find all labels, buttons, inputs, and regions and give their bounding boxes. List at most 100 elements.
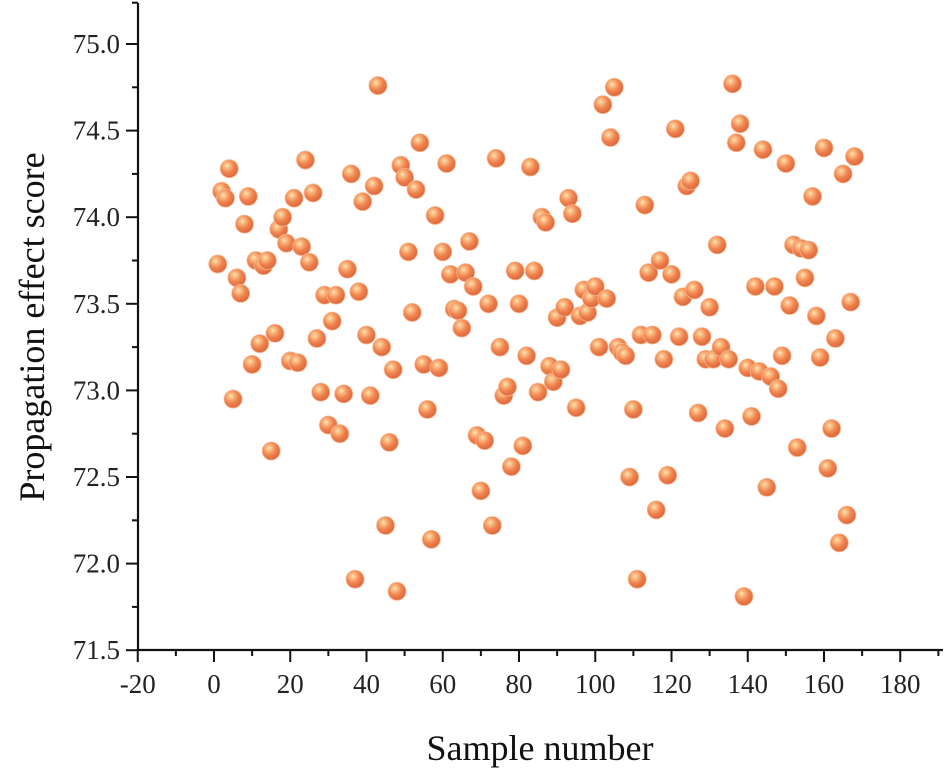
data-point xyxy=(406,180,426,199)
data-point xyxy=(486,148,506,168)
data-point xyxy=(654,349,674,369)
data-point xyxy=(665,119,685,139)
data-point xyxy=(562,204,582,224)
data-point xyxy=(719,349,739,369)
data-point xyxy=(814,138,834,158)
data-point xyxy=(715,419,735,438)
data-point xyxy=(658,465,678,485)
data-point xyxy=(806,306,826,326)
data-point xyxy=(593,95,613,115)
data-point xyxy=(669,327,689,347)
data-point xyxy=(372,337,392,357)
x-tick-label: 80 xyxy=(506,669,533,699)
data-point xyxy=(566,398,586,418)
data-point xyxy=(227,268,247,288)
data-point xyxy=(768,379,788,399)
y-tick-label: 73.5 xyxy=(73,289,120,319)
data-point xyxy=(555,297,575,317)
data-point xyxy=(219,159,239,179)
data-point xyxy=(341,164,361,184)
data-point xyxy=(826,329,845,348)
data-point xyxy=(585,277,605,296)
data-point xyxy=(551,360,571,380)
data-point xyxy=(650,251,670,270)
data-point xyxy=(208,254,228,274)
data-point xyxy=(261,441,281,461)
data-point xyxy=(787,438,807,457)
data-point xyxy=(284,188,304,208)
data-point xyxy=(448,301,468,321)
data-point xyxy=(616,346,636,366)
data-point xyxy=(597,289,617,309)
data-point xyxy=(692,327,712,347)
data-point xyxy=(734,587,754,606)
x-tick-label: 40 xyxy=(353,669,380,699)
data-point xyxy=(223,389,243,409)
y-tick-label: 72.5 xyxy=(73,462,120,492)
data-point xyxy=(517,346,537,366)
data-point xyxy=(257,251,277,270)
data-point xyxy=(364,176,384,196)
data-point xyxy=(604,77,624,97)
x-axis-title: Sample number xyxy=(427,728,654,768)
data-point xyxy=(803,187,822,206)
data-point xyxy=(357,325,376,345)
data-point xyxy=(303,183,323,203)
data-point xyxy=(421,529,441,549)
data-point xyxy=(589,337,609,357)
y-tick-label: 75.0 xyxy=(73,29,120,59)
data-point xyxy=(780,296,800,315)
data-point xyxy=(418,400,437,419)
y-tick-label: 72.0 xyxy=(73,549,120,579)
data-point xyxy=(829,533,849,553)
data-point xyxy=(265,323,285,343)
data-point xyxy=(368,76,388,95)
data-point xyxy=(601,128,620,147)
y-tick-label: 71.5 xyxy=(73,635,120,665)
data-point xyxy=(833,164,853,184)
data-point xyxy=(322,311,342,331)
data-point xyxy=(490,337,510,357)
data-point xyxy=(437,154,456,173)
data-point xyxy=(623,400,643,419)
data-point xyxy=(681,171,700,191)
data-point xyxy=(338,259,357,279)
data-point xyxy=(810,348,830,367)
x-tick-label: 20 xyxy=(277,669,304,699)
data-point xyxy=(639,263,659,283)
data-point xyxy=(776,154,796,173)
data-point xyxy=(837,505,857,525)
data-point xyxy=(524,261,544,281)
data-point xyxy=(460,232,479,251)
data-point xyxy=(799,240,819,260)
data-point xyxy=(326,285,346,305)
x-tick-label: 0 xyxy=(207,669,221,699)
data-point xyxy=(528,382,548,402)
data-point xyxy=(433,242,453,262)
data-point xyxy=(425,206,445,225)
data-point xyxy=(509,294,529,314)
data-point xyxy=(772,346,792,366)
data-point xyxy=(536,212,556,232)
data-point xyxy=(707,235,727,255)
data-point xyxy=(349,282,369,302)
axes: 71.5 72.0 72.5 73.0 73.5 74.0 74.5 75.0 -20 0 20 40… xyxy=(73,1,943,699)
x-tick-label: 120 xyxy=(651,669,692,699)
data-point xyxy=(627,569,647,589)
data-point xyxy=(429,358,449,378)
y-tick-label: 74.5 xyxy=(73,116,120,146)
data-point xyxy=(299,252,319,272)
data-point xyxy=(345,569,365,589)
data-point xyxy=(845,147,864,166)
data-point xyxy=(688,403,708,423)
data-point xyxy=(399,242,418,262)
data-point xyxy=(742,406,761,426)
data-point xyxy=(353,192,373,212)
data-point xyxy=(387,581,407,601)
data-point xyxy=(288,353,308,373)
data-point xyxy=(643,325,662,345)
y-tick-label: 74.0 xyxy=(73,202,120,232)
data-point xyxy=(231,284,251,303)
data-point xyxy=(513,436,533,456)
